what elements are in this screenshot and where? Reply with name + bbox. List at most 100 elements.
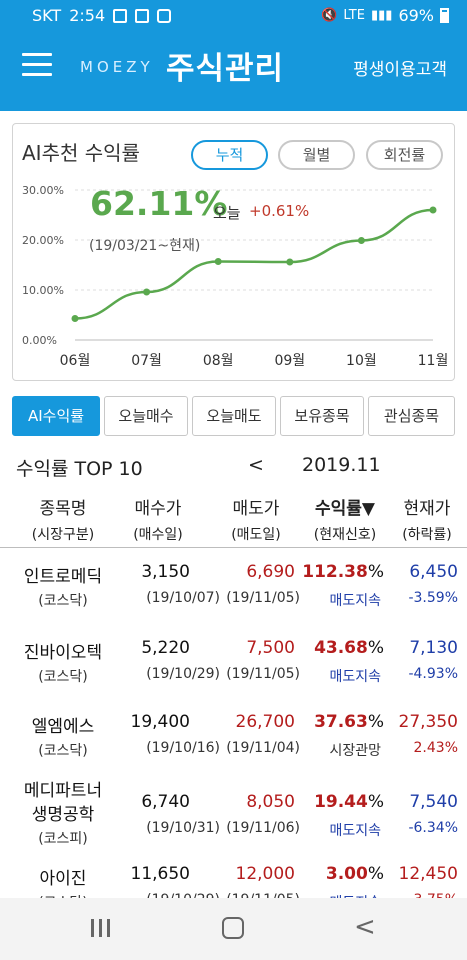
stock-name: 인트로메딕 — [23, 567, 103, 587]
table-row[interactable]: 인트로메딕 (코스닥) 3,150 (19/10/07) 6,690 (19/1… — [0, 562, 467, 622]
battery-icon — [440, 8, 449, 23]
current-signal: 매도지속 — [329, 669, 381, 685]
top10-title: 수익률 TOP 10 — [16, 458, 143, 480]
carrier-label: SKT — [32, 6, 62, 25]
segment-cumulative[interactable]: 누적 — [191, 140, 268, 170]
table-row[interactable]: 진바이오텍 (코스닥) 5,220 (19/10/29) 7,500 (19/1… — [0, 638, 467, 698]
market-type: (코스닥) — [38, 593, 88, 609]
buy-price: 3,150 — [141, 562, 190, 582]
battery-percent: 69% — [398, 6, 434, 25]
today-label: 오늘 — [213, 204, 241, 222]
current-month: 2019.11 — [302, 454, 381, 476]
tab-ai-return[interactable]: AI수익률 — [12, 396, 100, 436]
buy-date: (19/10/16) — [146, 740, 220, 756]
current-price: 12,450 — [398, 864, 458, 884]
data-point — [71, 315, 79, 322]
header-return-sort[interactable]: 수익률▼ (현재신호) — [313, 499, 377, 543]
stock-name: 진바이오텍 — [23, 643, 103, 663]
total-return-value: 62.11% — [90, 184, 228, 223]
header-current-price: 현재가 (하락률) — [402, 499, 452, 543]
table-row[interactable]: 메디파트너 생명공학 (코스피) 6,740 (19/10/31) 8,050 … — [0, 776, 467, 856]
y-tick-label: 10.00% — [22, 284, 64, 297]
sell-price: 26,700 — [235, 712, 295, 732]
sell-price: 8,050 — [246, 792, 295, 812]
data-point — [357, 237, 365, 244]
header-sell-price: 매도가 (매도일) — [231, 499, 281, 543]
x-tick-label: 09월 — [274, 353, 305, 369]
stock-name: 메디파트너 — [23, 781, 103, 801]
back-icon[interactable]: < — [354, 912, 376, 942]
stock-name-line2: 생명공학 — [31, 805, 95, 825]
sell-date: (19/11/05) — [226, 666, 300, 682]
gallery-notification-icon — [113, 8, 128, 23]
header-buy-price: 매수가 (매수일) — [133, 499, 183, 543]
prev-month-button[interactable]: < — [248, 454, 264, 476]
tab-today-buy[interactable]: 오늘매수 — [104, 396, 188, 436]
change-rate: -3.59% — [408, 590, 458, 606]
buy-date: (19/10/31) — [146, 820, 220, 836]
x-tick-label: 10월 — [346, 353, 377, 369]
signal-icon: ▮▮▮ — [370, 8, 393, 23]
camera-notification-icon — [157, 8, 172, 23]
buy-date: (19/10/07) — [146, 590, 220, 606]
change-rate: 2.43% — [413, 740, 458, 756]
period-label: (19/03/21~현재) — [89, 238, 201, 254]
stock-name: 아이진 — [39, 869, 87, 889]
y-tick-label: 0.00% — [22, 334, 57, 347]
return-rate: 3.00% — [325, 864, 384, 884]
category-tabs: AI수익률 오늘매수 오늘매도 보유종목 관심종목 — [12, 396, 455, 436]
app-title: 주식관리 — [166, 51, 285, 87]
home-icon[interactable] — [222, 917, 244, 939]
ai-return-card: AI추천 수익률 누적 월별 회전률 0.00% 10.00% 20.00% 30.0… — [12, 123, 455, 381]
system-nav-bar: < — [0, 898, 467, 960]
sell-price: 6,690 — [246, 562, 295, 582]
sell-price: 7,500 — [246, 638, 295, 658]
y-tick-label: 30.00% — [22, 184, 64, 197]
header-stock-name: 종목명 (시장구분) — [31, 499, 95, 543]
status-bar: SKT 2:54 🔇 LTE ▮▮▮ 69% — [0, 0, 467, 33]
return-rate: 43.68% — [314, 638, 384, 658]
sell-date: (19/11/05) — [226, 590, 300, 606]
tab-today-sell[interactable]: 오늘매도 — [192, 396, 276, 436]
segment-monthly[interactable]: 월별 — [278, 140, 355, 170]
table-row[interactable]: 엘엠에스 (코스닥) 19,400 (19/10/16) 26,700 (19/… — [0, 712, 467, 772]
network-type: LTE — [343, 8, 365, 23]
buy-date: (19/10/29) — [146, 666, 220, 682]
app-notification-icon — [135, 8, 150, 23]
data-point — [143, 288, 151, 296]
market-type: (코스닥) — [38, 743, 88, 759]
tab-holdings[interactable]: 보유종목 — [280, 396, 364, 436]
card-title: AI추천 수익률 — [22, 141, 140, 165]
current-signal: 매도지속 — [329, 593, 381, 609]
stock-name: 엘엠에스 — [31, 717, 95, 737]
sell-price: 12,000 — [235, 864, 295, 884]
buy-price: 19,400 — [130, 712, 190, 732]
brand-label: MOEZY — [80, 58, 154, 76]
segment-turnover[interactable]: 회전률 — [366, 140, 443, 170]
x-tick-label: 07월 — [131, 353, 162, 369]
return-series-line — [74, 208, 434, 320]
current-price: 7,540 — [409, 792, 458, 812]
x-tick-label: 08월 — [203, 353, 234, 369]
menu-icon[interactable] — [22, 53, 52, 79]
return-rate: 112.38% — [302, 562, 384, 582]
current-signal: 매도지속 — [329, 823, 381, 839]
data-point — [429, 206, 437, 214]
data-point — [286, 258, 294, 266]
current-price: 6,450 — [409, 562, 458, 582]
change-rate: -4.93% — [408, 666, 458, 682]
x-tick-label: 06월 — [60, 353, 91, 369]
return-rate: 37.63% — [314, 712, 384, 732]
tab-watchlist[interactable]: 관심종목 — [368, 396, 455, 436]
buy-price: 6,740 — [141, 792, 190, 812]
change-rate: -6.34% — [408, 820, 458, 836]
clock: 2:54 — [69, 6, 106, 25]
member-status-link[interactable]: 평생이용고객 — [353, 60, 447, 80]
market-type: (코스피) — [38, 831, 88, 847]
mute-icon: 🔇 — [321, 8, 338, 23]
recent-apps-icon[interactable] — [91, 919, 111, 937]
sell-date: (19/11/06) — [226, 820, 300, 836]
current-signal: 시장관망 — [329, 743, 381, 759]
today-change-value: +0.61% — [249, 202, 310, 220]
buy-price: 11,650 — [130, 864, 190, 884]
